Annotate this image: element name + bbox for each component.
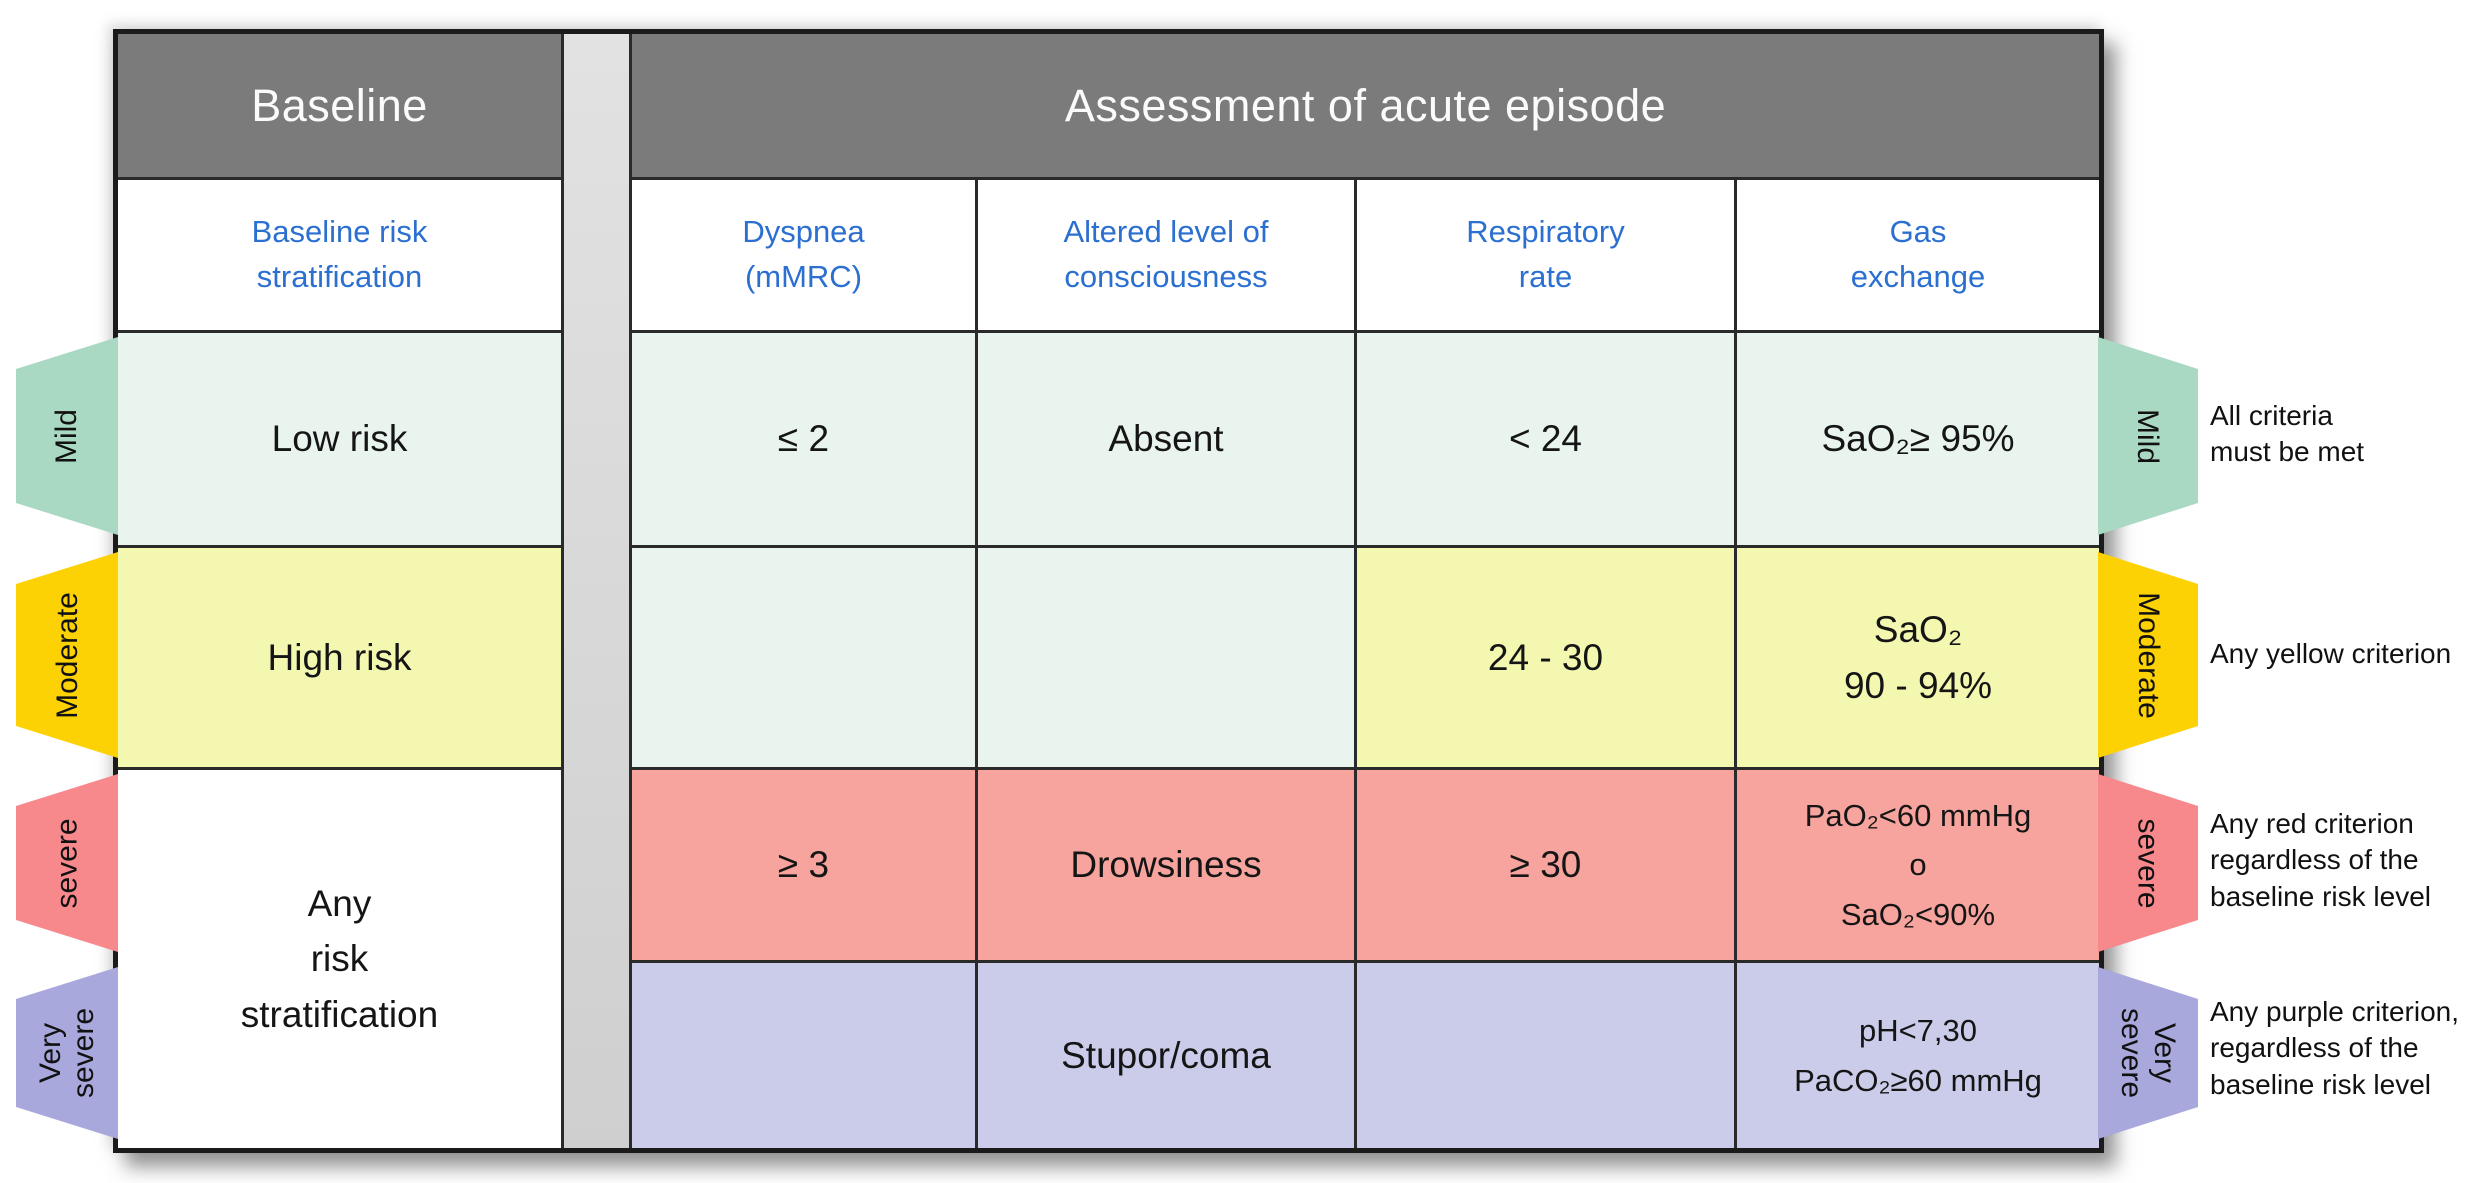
tab-left-severe-label: severe (50, 817, 84, 909)
tab-left-severe: severe (16, 774, 118, 952)
cell-severe-consciousness: Drowsiness (978, 770, 1354, 960)
cell-vsevere-dyspnea (632, 963, 975, 1148)
cell-moderate-baseline: High risk (118, 548, 561, 767)
annotation-mild: All criteria must be met (2210, 400, 2365, 468)
colheader-respiratory: Respiratory rate (1357, 180, 1734, 330)
tab-left-very-severe-label: Very severe (33, 1007, 100, 1099)
cell-moderate-gas: SaO₂ 90 - 94% (1737, 548, 2099, 767)
header-assessment: Assessment of acute episode (632, 34, 2099, 177)
tab-right-severe-label: severe (2131, 817, 2165, 909)
cell-mild-consciousness: Absent (978, 333, 1354, 545)
cell-mild-gas: SaO₂≥ 95% (1737, 333, 2099, 545)
tab-right-moderate: Moderate (2098, 552, 2198, 758)
cell-any-risk-stratification: Any risk stratification (118, 770, 561, 1148)
colheader-baseline-risk: Baseline risk stratification (118, 180, 561, 330)
tab-right-very-severe: Very severe (2098, 967, 2198, 1139)
cell-mild-dyspnea: ≤ 2 (632, 333, 975, 545)
cell-severe-dyspnea: ≥ 3 (632, 770, 975, 960)
cell-moderate-dyspnea (632, 548, 975, 767)
tab-left-very-severe: Very severe (16, 967, 118, 1139)
colheader-consciousness: Altered level of consciousness (978, 180, 1354, 330)
tab-right-moderate-label: Moderate (2131, 591, 2165, 719)
tab-left-mild: Mild (16, 337, 118, 535)
tab-left-moderate: Moderate (16, 552, 118, 758)
cell-moderate-respiratory: 24 - 30 (1357, 548, 1734, 767)
tab-right-very-severe-label: Very severe (2114, 1007, 2181, 1099)
cell-vsevere-respiratory (1357, 963, 1734, 1148)
tab-right-mild-label: Mild (2131, 408, 2165, 464)
annotation-very-severe: Any purple criterion, regardless of the … (2210, 996, 2460, 1100)
cell-vsevere-consciousness: Stupor/coma (978, 963, 1354, 1148)
annotation-severe: Any red criterion regardless of the base… (2210, 808, 2431, 912)
cell-mild-respiratory: < 24 (1357, 333, 1734, 545)
annotation-moderate: Any yellow criterion (2210, 638, 2452, 669)
tab-left-mild-label: Mild (50, 408, 84, 464)
tab-right-mild: Mild (2098, 337, 2198, 535)
risk-classification-table: Baseline Assessment of acute episode Bas… (113, 29, 2104, 1153)
cell-moderate-consciousness (978, 548, 1354, 767)
colheader-dyspnea: Dyspnea (mMRC) (632, 180, 975, 330)
cell-mild-baseline: Low risk (118, 333, 561, 545)
column-spacer (564, 34, 629, 1148)
cell-severe-respiratory: ≥ 30 (1357, 770, 1734, 960)
tab-left-moderate-label: Moderate (50, 591, 84, 719)
colheader-gas: Gas exchange (1737, 180, 2099, 330)
header-baseline: Baseline (118, 34, 561, 177)
tab-right-severe: severe (2098, 774, 2198, 952)
cell-vsevere-gas: pH<7,30 PaCO₂≥60 mmHg (1737, 963, 2099, 1148)
cell-severe-gas: PaO₂<60 mmHg o SaO₂<90% (1737, 770, 2099, 960)
